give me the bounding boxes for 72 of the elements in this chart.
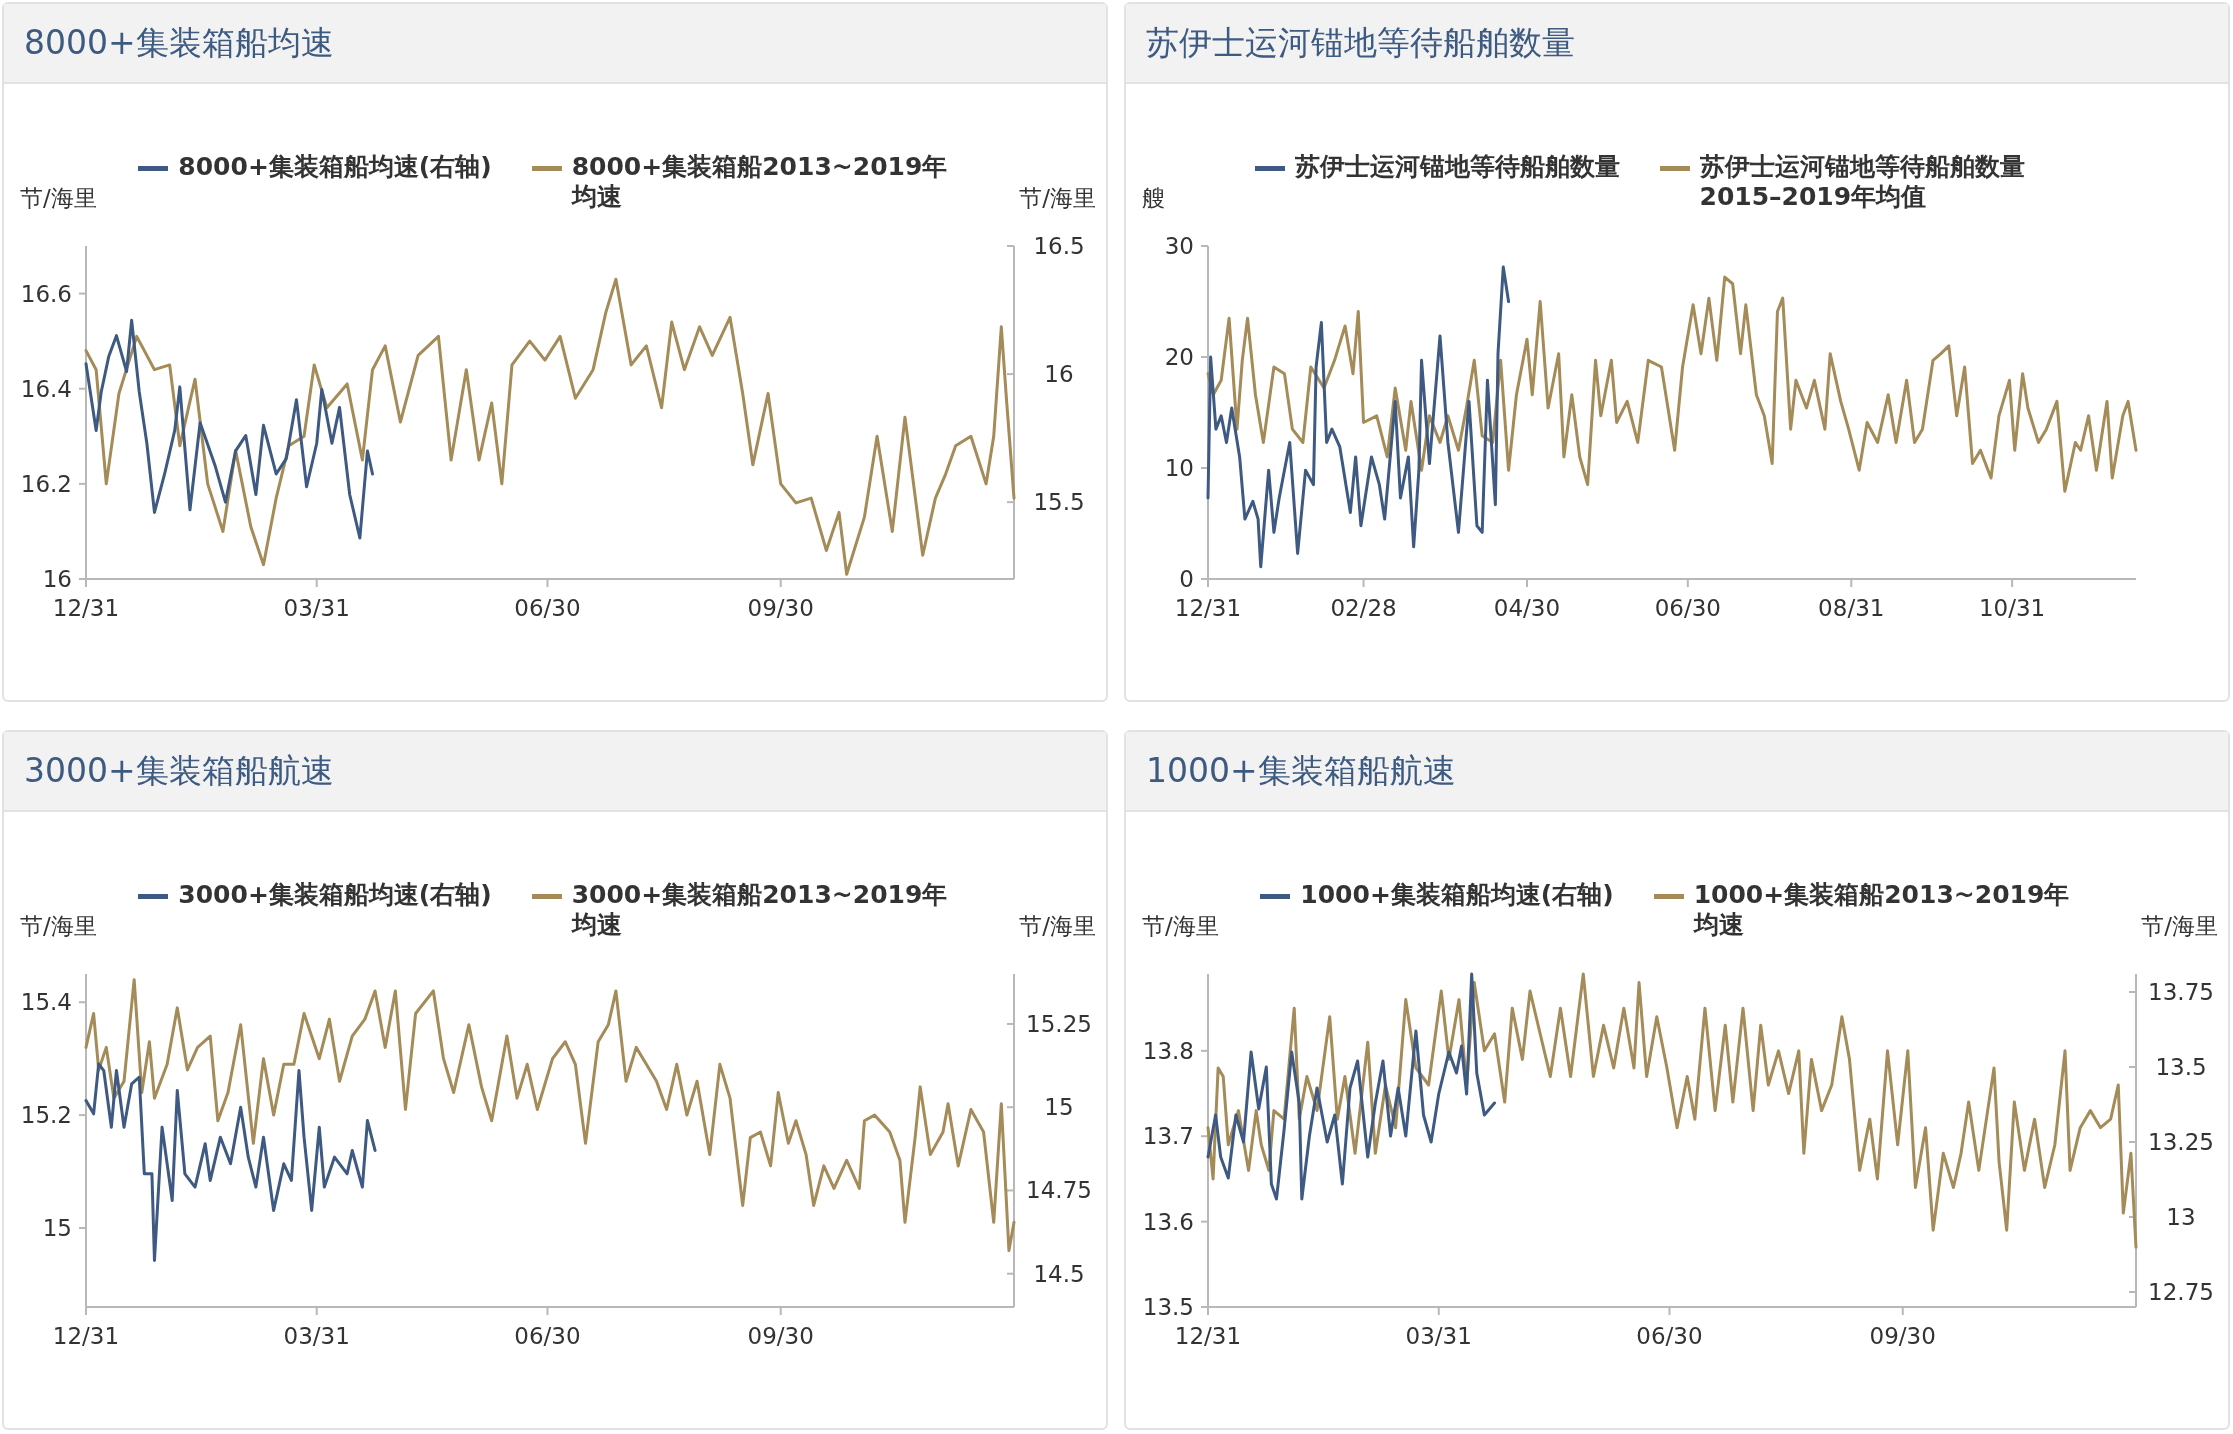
chart-title: 3000+集装箱船航速 <box>4 732 1106 812</box>
y-tick-label: 16.2 <box>20 470 72 497</box>
x-tick-label: 06/30 <box>514 1323 581 1349</box>
y2-axis-title: 节/海里 <box>1019 185 1096 211</box>
x-tick-label: 08/31 <box>1818 595 1885 621</box>
y-axis-title: 节/海里 <box>20 913 97 939</box>
y2-tick-label: 13 <box>2166 1204 2196 1230</box>
legend-label: 1000+集装箱船2013~2019年均速 <box>1693 880 2071 940</box>
line-series <box>1206 275 2138 493</box>
y2-tick-label: 14.5 <box>1033 1260 1085 1287</box>
y-tick-label: 15 <box>42 1214 72 1241</box>
x-tick-label: 04/30 <box>1493 595 1561 621</box>
chart-title: 苏伊士运河锚地等待船舶数量 <box>1126 4 2228 84</box>
y-tick-label: 13.7 <box>1142 1123 1194 1150</box>
y-tick-label: 16 <box>42 566 72 592</box>
y2-tick-label: 16 <box>1044 361 1074 388</box>
y2-tick-label: 14.75 <box>1026 1177 1092 1204</box>
legend-label: 苏伊士运河锚地等待船舶数量 <box>1294 152 1620 182</box>
y2-tick-label: 15.25 <box>1026 1010 1092 1037</box>
x-tick-label: 03/31 <box>283 1323 350 1349</box>
y-tick-label: 15.2 <box>20 1102 72 1129</box>
y2-tick-label: 13.5 <box>2155 1054 2207 1080</box>
y-tick-label: 0 <box>1179 566 1194 592</box>
x-tick-label: 12/31 <box>1174 1323 1242 1349</box>
line-series <box>1206 972 2138 1249</box>
x-tick-label: 12/31 <box>52 1323 120 1349</box>
y-tick-label: 10 <box>1164 455 1194 481</box>
y2-tick-label: 15 <box>1044 1094 1074 1121</box>
y-tick-label: 13.6 <box>1142 1208 1194 1235</box>
y-tick-label: 30 <box>1164 233 1194 259</box>
line-series <box>84 1062 377 1262</box>
x-tick-label: 09/30 <box>747 595 814 621</box>
y-axis-title: 艘 <box>1142 185 1165 211</box>
x-tick-label: 09/30 <box>747 1323 814 1349</box>
y-tick-label: 16.4 <box>20 375 72 402</box>
x-tick-label: 06/30 <box>514 595 581 621</box>
y-tick-label: 20 <box>1164 344 1194 370</box>
x-tick-label: 12/31 <box>1174 595 1242 621</box>
x-tick-label: 06/30 <box>1654 595 1721 621</box>
chart-title: 8000+集装箱船均速 <box>4 4 1106 84</box>
line-series <box>84 277 1016 576</box>
chart-title: 1000+集装箱船航速 <box>1126 732 2228 812</box>
line-series <box>84 978 1016 1253</box>
y-tick-label: 13.8 <box>1142 1037 1194 1064</box>
y2-tick-label: 13.25 <box>2148 1129 2214 1155</box>
y2-tick-label: 12.75 <box>2148 1279 2214 1305</box>
y2-tick-label: 13.75 <box>2148 979 2214 1005</box>
legend-label: 1000+集装箱船均速(右轴) <box>1300 880 1614 910</box>
y-axis-title: 节/海里 <box>20 185 97 211</box>
y-tick-label: 15.4 <box>20 989 72 1016</box>
y-tick-label: 16.6 <box>20 280 72 307</box>
x-tick-label: 10/31 <box>1978 595 2046 621</box>
x-tick-label: 06/30 <box>1636 1323 1703 1349</box>
line-series <box>1206 972 1497 1201</box>
x-tick-label: 09/30 <box>1869 1323 1936 1349</box>
y2-tick-label: 16.5 <box>1033 233 1085 259</box>
legend-label: 8000+集装箱船均速(右轴) <box>178 152 492 182</box>
y-axis-title: 节/海里 <box>1142 913 1219 939</box>
y2-tick-label: 15.5 <box>1033 489 1085 516</box>
legend-label: 苏伊士运河锚地等待船舶数量2015–2019年均值 <box>1699 152 2026 212</box>
line-series <box>84 318 375 540</box>
y2-axis-title: 节/海里 <box>2141 913 2218 939</box>
x-tick-label: 12/31 <box>52 595 120 621</box>
y2-axis-title: 节/海里 <box>1019 913 1096 939</box>
legend-label: 3000+集装箱船均速(右轴) <box>178 880 492 910</box>
y-tick-label: 13.5 <box>1142 1294 1194 1320</box>
line-series <box>1206 265 1511 569</box>
x-tick-label: 03/31 <box>1405 1323 1472 1349</box>
legend-label: 3000+集装箱船2013~2019年均速 <box>571 880 949 940</box>
legend-label: 8000+集装箱船2013~2019年均速 <box>571 152 949 212</box>
x-tick-label: 03/31 <box>283 595 350 621</box>
x-tick-label: 02/28 <box>1330 595 1397 621</box>
